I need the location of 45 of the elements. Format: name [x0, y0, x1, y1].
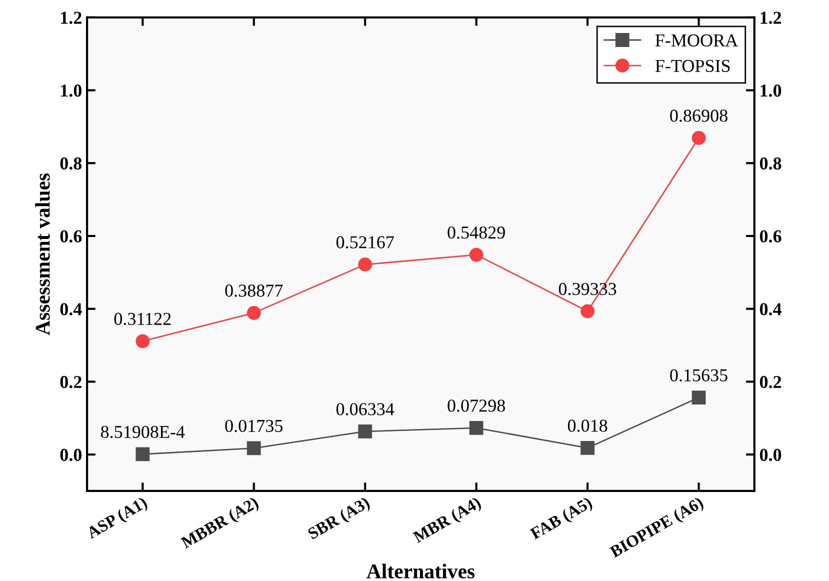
y2-tick-label: 0.0 — [760, 448, 782, 462]
data-label: 0.38877 — [225, 284, 283, 297]
data-label: 0.31122 — [114, 312, 171, 326]
y-tick-label: 0.2 — [60, 376, 82, 388]
x-tick-label: ASP (A1) — [85, 496, 150, 542]
y-tick-label: 0.8 — [60, 157, 82, 170]
point — [692, 131, 706, 145]
point — [136, 447, 150, 462]
point — [469, 420, 484, 435]
point — [692, 390, 706, 405]
data-label: 0.01735 — [225, 420, 283, 432]
x-axis-title: Alternatives — [366, 564, 475, 578]
point — [580, 304, 594, 318]
point — [358, 258, 372, 272]
y-tick-label: 1.2 — [61, 12, 82, 24]
y2-tick-label: 1.2 — [760, 12, 782, 24]
y-tick-label: 0.4 — [60, 303, 82, 316]
y2-tick-label: 0.2 — [760, 376, 782, 388]
y-axis-title: Assessment values — [35, 173, 50, 336]
data-label: 0.52167 — [336, 236, 394, 248]
y2-tick-label: 1.0 — [760, 84, 782, 97]
y2-tick-label: 0.8 — [760, 157, 782, 170]
data-label: 0.06334 — [336, 403, 394, 416]
data-label: 8.51908E-4 — [100, 426, 185, 438]
point — [580, 441, 594, 455]
y-tick-label: 1.0 — [61, 84, 82, 97]
data-label: 0.86908 — [670, 110, 728, 122]
data-label: 0.018 — [568, 420, 608, 432]
point — [246, 441, 261, 456]
data-label: 0.15635 — [670, 369, 728, 382]
y-tick-label: 0.6 — [60, 230, 82, 242]
point — [136, 334, 150, 348]
y2-tick-label: 0.4 — [760, 303, 782, 316]
x-tick-label: SBR (A3) — [306, 496, 372, 542]
x-tick-label: MBR (A4) — [412, 496, 484, 546]
legend-label: F-MOORA — [655, 34, 738, 46]
x-tick-label: FAB (A5) — [529, 496, 594, 543]
data-label: 0.07298 — [448, 400, 505, 412]
y-tick-label: 0.0 — [60, 448, 82, 462]
point — [469, 248, 484, 262]
y2-tick-label: 0.6 — [760, 230, 782, 242]
data-label: 0.54829 — [448, 226, 505, 239]
point — [358, 424, 372, 438]
legend-label: F-TOPSIS — [655, 60, 730, 72]
point — [246, 306, 261, 320]
